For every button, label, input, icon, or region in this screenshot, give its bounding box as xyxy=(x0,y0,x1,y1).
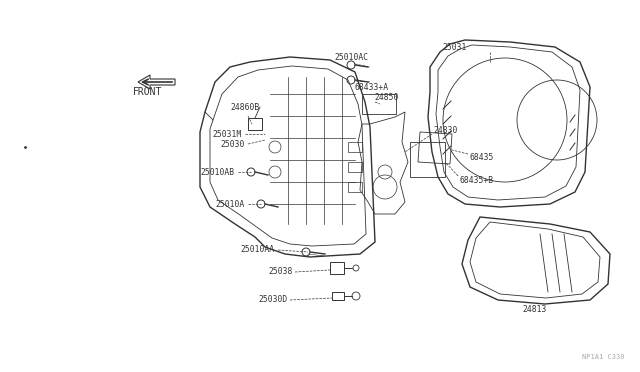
Text: 25038: 25038 xyxy=(269,267,293,276)
Text: 24813: 24813 xyxy=(523,305,547,314)
Text: 24860B: 24860B xyxy=(230,103,260,112)
Text: 25010AA: 25010AA xyxy=(241,246,275,254)
Text: 68433+A: 68433+A xyxy=(355,83,389,92)
Text: 25031M: 25031M xyxy=(212,129,242,138)
Text: 25010AC: 25010AC xyxy=(335,52,369,61)
Text: 24850: 24850 xyxy=(374,93,398,102)
Text: 24830: 24830 xyxy=(433,125,458,135)
Text: FRONT: FRONT xyxy=(133,87,163,97)
Text: NP1A1 C330: NP1A1 C330 xyxy=(582,354,625,360)
Text: 25010A: 25010A xyxy=(216,199,245,208)
Text: 68435+B: 68435+B xyxy=(460,176,494,185)
Text: 25010AB: 25010AB xyxy=(201,167,235,176)
Text: 25030: 25030 xyxy=(221,140,245,148)
Text: 68435: 68435 xyxy=(470,153,494,161)
Text: 25030D: 25030D xyxy=(259,295,288,305)
Text: 25031: 25031 xyxy=(443,42,467,51)
